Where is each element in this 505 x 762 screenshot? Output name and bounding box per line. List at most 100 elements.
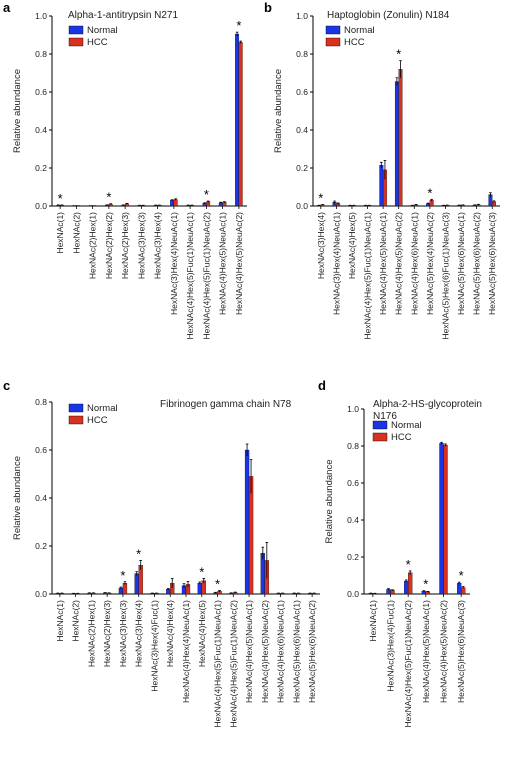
bar-hcc [173,199,178,207]
chart-title: Haptoglobin (Zonulin) N184 [327,10,450,21]
x-tick-label: HexNAc(5)Hex(6)NeuAc(2) [472,212,482,315]
chart-title: Alpha-1-antitrypsin N271 [68,10,178,21]
x-tick-label: HexNAc(2)Hex(2) [104,212,114,279]
x-tick-label: HexNAc(5)Hex(6)NeuAc(3) [456,600,466,703]
y-tick-label: 0.2 [347,552,359,562]
x-tick-label: HexNAc(1) [55,212,65,254]
y-tick-label: 0.6 [347,478,359,488]
x-tick-label: HexNAc(3)Hex(4) [134,600,144,667]
legend-swatch-hcc [68,37,84,47]
x-tick-label: HexNAc(5)Hex(6)NeuAc(3) [487,212,497,315]
y-tick-label: 0.6 [35,445,47,455]
significance-star: * [406,557,411,572]
legend-swatch-hcc [68,415,84,425]
x-tick-label: HexNAc(4)Hex(4)NeuAc(1) [181,600,191,703]
legend-swatch-hcc [372,432,388,442]
legend-label: Normal [87,25,118,36]
bar-normal [134,573,139,595]
legend-label: Normal [344,25,375,36]
x-tick-label: HexNAc(4)Hex(5)NeuAc(1) [218,212,228,315]
x-tick-label: HexNAc(5)Hex(6)NeuAc(1) [291,600,301,703]
y-tick-label: 0.2 [35,163,47,173]
x-tick-label: HexNAc(4)Hex(4) [165,600,175,667]
y-tick-label: 0.4 [296,125,308,135]
x-tick-label: HexNAc(4)Hex(6)NeuAc(1) [276,600,286,703]
y-axis-label: Relative abundance [273,69,284,153]
legend-label: HCC [87,37,108,48]
bar-normal [88,205,93,207]
legend-label: HCC [344,37,365,48]
significance-star: * [396,47,401,62]
x-tick-label: HexNAc(4)Hex(5)NeuAc(2) [260,600,270,703]
chart-title: Alpha-2-HS-glycoprotein [373,399,482,410]
x-tick-label: HexNAc(2)Hex(3) [102,600,112,667]
y-tick-label: 0.4 [347,515,359,525]
y-tick-label: 0.0 [347,589,359,599]
x-tick-label: HexNAc(3)Hex(3) [118,600,128,667]
x-tick-label: HexNAc(5)Hex(4)NeuAc(2) [425,212,435,315]
panel-letter: a [3,0,11,15]
chart-panel-a: a Alpha-1-antitrypsin N271 0.0 0.2 0.4 0.6 0.8… [3,0,247,340]
x-tick-label: HexNAc(4)Hex(5)Fuc(1)NeuAc(1) [213,600,223,728]
legend-swatch-normal [68,25,84,35]
x-tick-label: HexNAc(4)Hex(5)NeuAc(2) [439,600,449,703]
x-tick-label: HexNAc(4)Hex(5)NeuAc(1) [421,600,431,703]
bar-normal [394,81,399,207]
y-tick-label: 0.0 [35,201,47,211]
x-tick-label: HexNAc(2) [71,600,81,642]
x-tick-label: HexNAc(3)Hex(4) [316,212,326,279]
x-tick-label: HexNAc(4)Hex(5) [197,600,207,667]
legend-swatch-normal [372,420,388,430]
x-tick-label: HexNAc(3)Hex(4) [153,212,163,279]
bar-normal [170,200,175,207]
x-tick-label: HexNAc(5)Hex(6)NeuAc(1) [456,212,466,315]
bar-normal [235,33,240,207]
x-tick-label: HexNAc(1) [368,600,378,642]
x-tick-label: HexNAc(5)Hex(6)Fuc(1)NeuAc(3) [440,212,450,340]
significance-star: * [204,187,209,202]
panel-letter: c [3,378,10,393]
x-tick-label: HexNAc(4)Hex(5)NeuAc(2) [394,212,404,315]
x-tick-label: HexNAc(4)Hex(5)Fuc(1)NeuAc(1) [363,212,373,340]
y-tick-label: 0.0 [296,201,308,211]
x-tick-label: HexNAc(2)Hex(3) [120,212,130,279]
significance-star: * [58,191,63,206]
significance-star: * [106,190,111,205]
y-axis-label: Relative abundance [324,460,335,544]
legend-label: HCC [391,432,412,443]
bar-hcc [408,572,413,595]
panel-letter: b [264,0,272,15]
x-tick-label: HexNAc(4)Hex(5)Fuc(1)NeuAc(1) [185,212,195,340]
bar-hcc [122,583,128,595]
y-tick-label: 0.8 [35,397,47,407]
bar-normal [404,580,409,595]
significance-star: * [120,568,125,583]
legend-label: HCC [87,415,108,426]
x-tick-label: HexNAc(1) [55,600,65,642]
panel-letter: d [318,378,326,393]
significance-star: * [136,546,141,561]
y-tick-label: 0.2 [35,541,47,551]
x-tick-label: HexNAc(3)Hex(4)NeuAc(1) [169,212,179,315]
chart-title: Fibrinogen gamma chain N78 [160,399,292,410]
bar-normal [72,205,77,207]
significance-star: * [459,568,464,583]
x-tick-label: HexNAc(4)Hex(5)NeuAc(1) [244,600,254,703]
bar-hcc [398,69,403,207]
x-tick-label: HexNAc(3)Hex(3) [136,212,146,279]
significance-star: * [427,185,432,200]
x-tick-label: HexNAc(5)Hex(6)NeuAc(2) [307,600,317,703]
x-tick-label: HexNAc(4)Hex(5) [347,212,357,279]
y-tick-label: 0.4 [35,493,47,503]
bar-hcc [443,444,448,595]
significance-star: * [199,564,204,579]
bar-normal [260,553,265,595]
legend-swatch-normal [325,25,341,35]
x-tick-label: HexNAc(4)Hex(5)NeuAc(1) [378,212,388,315]
legend-swatch-normal [68,403,84,413]
x-tick-label: HexNAc(4)Hex(5)Fuc(1)NeuAc(2) [201,212,211,340]
bar-normal [197,583,202,595]
y-tick-label: 0.6 [296,87,308,97]
